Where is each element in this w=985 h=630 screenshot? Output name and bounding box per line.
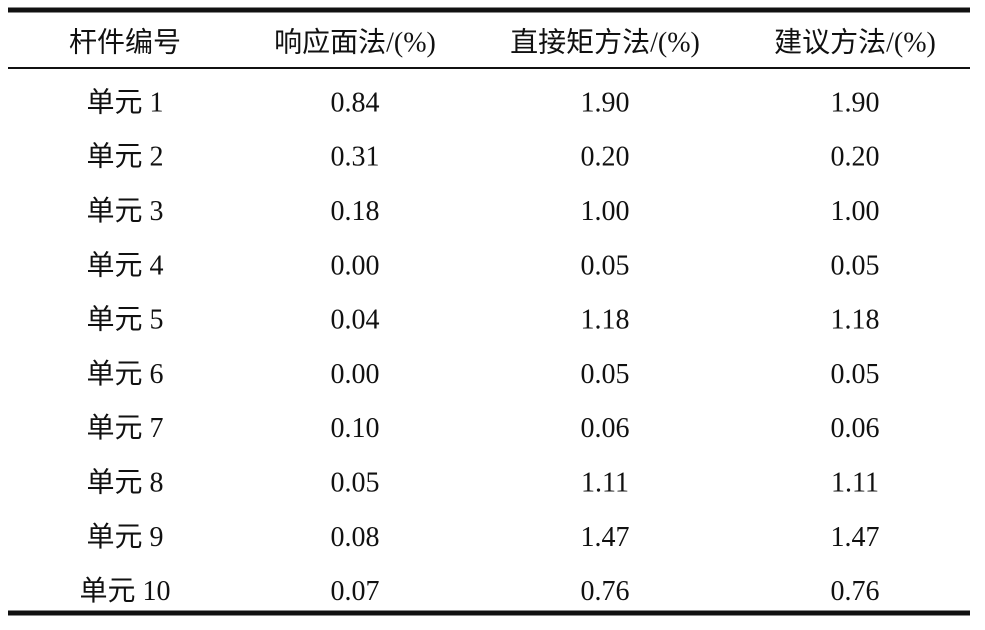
cell: 单元 1 bbox=[86, 86, 163, 118]
cell: 单元 3 bbox=[86, 195, 163, 227]
header-cell: 杆件编号 bbox=[69, 26, 181, 58]
cell: 0.05 bbox=[581, 250, 630, 281]
cell: 0.05 bbox=[831, 250, 880, 281]
cell: 单元 5 bbox=[86, 304, 163, 336]
cell: 1.11 bbox=[581, 468, 629, 499]
cell: 0.20 bbox=[581, 142, 630, 173]
cell: 0.84 bbox=[331, 87, 380, 118]
cell: 1.18 bbox=[581, 305, 630, 336]
cell: 1.00 bbox=[831, 196, 880, 227]
cell: 单元 2 bbox=[86, 141, 163, 173]
cell: 0.05 bbox=[331, 468, 380, 499]
cell: 1.90 bbox=[581, 87, 630, 118]
cell: 单元 10 bbox=[79, 575, 170, 607]
cell: 0.07 bbox=[331, 576, 380, 607]
cell: 单元 7 bbox=[86, 412, 163, 444]
cell: 0.18 bbox=[331, 196, 380, 227]
cell: 1.18 bbox=[831, 305, 880, 336]
cell: 1.47 bbox=[831, 522, 880, 553]
cell: 0.05 bbox=[581, 359, 630, 390]
cell: 单元 4 bbox=[86, 249, 163, 281]
cell: 1.00 bbox=[581, 196, 630, 227]
cell: 0.00 bbox=[331, 250, 380, 281]
cell: 0.08 bbox=[331, 522, 380, 553]
cell: 0.00 bbox=[331, 359, 380, 390]
header-cell: 响应面法/(%) bbox=[274, 26, 436, 58]
cell: 1.47 bbox=[581, 522, 630, 553]
header-cell: 建议方法/(%) bbox=[774, 26, 936, 58]
cell: 0.10 bbox=[331, 413, 380, 444]
cell: 0.76 bbox=[831, 576, 880, 607]
cell: 单元 6 bbox=[86, 358, 163, 390]
cell: 单元 8 bbox=[86, 467, 163, 499]
header-cell: 直接矩方法/(%) bbox=[510, 26, 700, 58]
cell: 0.06 bbox=[581, 413, 630, 444]
cell: 0.06 bbox=[831, 413, 880, 444]
cell: 1.90 bbox=[831, 87, 880, 118]
cell: 0.76 bbox=[581, 576, 630, 607]
cell: 0.05 bbox=[831, 359, 880, 390]
cell: 1.11 bbox=[831, 468, 879, 499]
cell: 单元 9 bbox=[86, 521, 163, 553]
cell: 0.20 bbox=[831, 142, 880, 173]
cell: 0.04 bbox=[331, 305, 380, 336]
cell: 0.31 bbox=[331, 142, 380, 173]
